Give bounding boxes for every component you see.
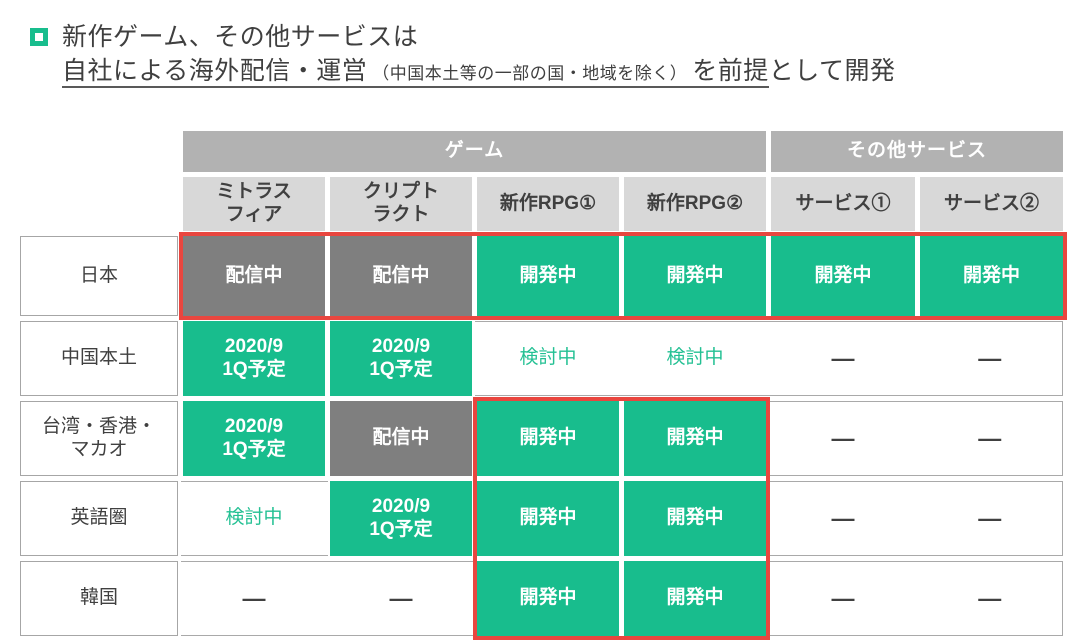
column-header: 新作RPG① <box>477 177 619 231</box>
region-label: 韓国 <box>20 561 178 636</box>
status-cell: 2020/9 1Q予定 <box>183 401 325 476</box>
title-line-1: 新作ゲーム、その他サービスは <box>62 23 419 51</box>
title-underlined-group: 自社による海外配信・運営 （中国本土等の一部の国・地域を除く） を前提 <box>62 57 769 88</box>
region-label: 台湾・香港・ マカオ <box>20 401 178 476</box>
title-rest: として開発 <box>768 57 896 85</box>
title-note: （中国本土等の一部の国・地域を除く） <box>372 64 688 83</box>
status-cell: 配信中 <box>330 236 472 316</box>
status-cell: 検討中 <box>621 321 769 396</box>
status-cell: — <box>327 561 475 636</box>
status-cell: 開発中 <box>624 236 766 316</box>
status-cell: 開発中 <box>477 236 619 316</box>
region-label: 日本 <box>20 236 178 316</box>
status-cell: — <box>768 561 918 636</box>
status-cell: — <box>917 561 1063 636</box>
status-cell: — <box>917 481 1063 556</box>
column-header: クリプト ラクト <box>330 177 472 231</box>
status-cell: 開発中 <box>624 561 766 636</box>
title-text: 新作ゲーム、その他サービスは 自社による海外配信・運営 （中国本土等の一部の国・地… <box>62 20 896 91</box>
status-cell: 開発中 <box>477 481 619 556</box>
status-cell: — <box>917 321 1063 396</box>
status-cell: 配信中 <box>183 236 325 316</box>
region-label: 英語圏 <box>20 481 178 556</box>
title-main-phrase: 自社による海外配信・運営 <box>62 57 368 85</box>
page-title: 新作ゲーム、その他サービスは 自社による海外配信・運営 （中国本土等の一部の国・地… <box>30 20 896 91</box>
status-cell: 開発中 <box>624 481 766 556</box>
column-header: 新作RPG② <box>624 177 766 231</box>
status-cell: — <box>180 561 328 636</box>
title-tail-phrase: を前提 <box>692 57 769 85</box>
status-cell: — <box>768 401 918 476</box>
status-cell: 検討中 <box>180 481 328 556</box>
status-cell: 配信中 <box>330 401 472 476</box>
status-cell: 2020/9 1Q予定 <box>330 321 472 396</box>
bullet-square-icon <box>30 28 48 46</box>
group-header-2: その他サービス <box>771 131 1063 172</box>
group-header-1: ゲーム <box>183 131 766 172</box>
status-cell: 開発中 <box>477 561 619 636</box>
status-cell: 開発中 <box>920 236 1063 316</box>
column-header: サービス① <box>771 177 915 231</box>
column-header: ミトラス フィア <box>183 177 325 231</box>
status-cell: 開発中 <box>624 401 766 476</box>
status-cell: 2020/9 1Q予定 <box>330 481 472 556</box>
status-cell: 開発中 <box>771 236 915 316</box>
title-line-2: 自社による海外配信・運営 （中国本土等の一部の国・地域を除く） を前提として開発 <box>62 54 896 91</box>
column-header: サービス② <box>920 177 1063 231</box>
status-table: ゲーム その他サービス ミトラス フィア クリプト ラクト 新作RPG① 新作RPG② サー… <box>20 131 1063 636</box>
status-cell: — <box>917 401 1063 476</box>
region-label: 中国本土 <box>20 321 178 396</box>
status-cell: — <box>768 321 918 396</box>
status-cell: 開発中 <box>477 401 619 476</box>
status-cell: 検討中 <box>474 321 622 396</box>
status-cell: — <box>768 481 918 556</box>
status-cell: 2020/9 1Q予定 <box>183 321 325 396</box>
